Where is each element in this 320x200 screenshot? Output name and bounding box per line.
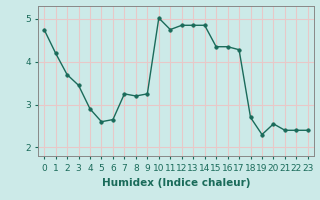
X-axis label: Humidex (Indice chaleur): Humidex (Indice chaleur) [102,178,250,188]
